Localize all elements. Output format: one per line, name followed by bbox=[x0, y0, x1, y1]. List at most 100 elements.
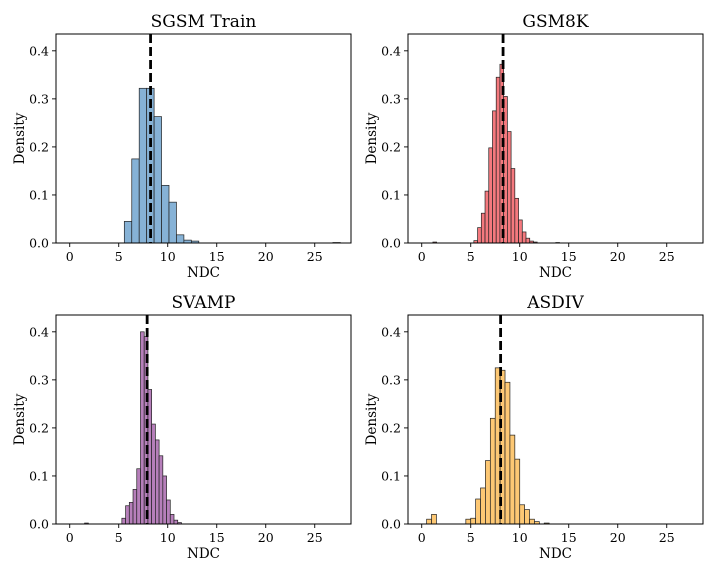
y-ticks: 0.0 0.1 0.2 0.3 0.4 bbox=[29, 324, 56, 532]
y-axis-label: Density bbox=[364, 112, 380, 164]
x-tick-label: 0 bbox=[418, 530, 426, 545]
y-tick-label: 0.2 bbox=[29, 420, 49, 435]
histogram-bar bbox=[465, 518, 472, 525]
histogram-bar bbox=[521, 231, 527, 244]
histogram-bars bbox=[432, 63, 560, 244]
x-tick-label: 0 bbox=[66, 249, 74, 264]
x-tick-label: 10 bbox=[160, 249, 176, 264]
histogram-bar bbox=[151, 423, 156, 525]
panel-gsm8k: 0.0 0.1 0.2 0.3 0.4 0 5 10 15 20 25 GSM8K NDC Den… bbox=[364, 12, 704, 281]
histogram-bar bbox=[125, 505, 130, 525]
y-ticks: 0.0 0.1 0.2 0.3 0.4 bbox=[381, 324, 408, 532]
x-ticks: 0 5 10 15 20 25 bbox=[66, 243, 323, 264]
y-axis-label: Density bbox=[12, 393, 28, 445]
y-tick-label: 0.2 bbox=[29, 139, 49, 154]
y-ticks: 0.0 0.1 0.2 0.3 0.4 bbox=[29, 43, 56, 251]
histogram-bar bbox=[489, 417, 496, 525]
histogram-bar bbox=[168, 201, 177, 244]
histogram-bar bbox=[162, 475, 167, 525]
x-axis-label: NDC bbox=[539, 265, 572, 281]
x-ticks: 0 5 10 15 20 25 bbox=[418, 243, 675, 264]
histogram-bar bbox=[140, 331, 145, 525]
histogram-bar bbox=[169, 514, 175, 525]
histogram-bar bbox=[495, 76, 501, 244]
histogram-bar bbox=[138, 87, 148, 244]
histogram-bar bbox=[477, 227, 482, 244]
histogram-bar bbox=[529, 518, 535, 525]
y-tick-label: 0.1 bbox=[29, 468, 49, 483]
histogram-bar bbox=[136, 468, 141, 525]
panel-asdiv: 0.0 0.1 0.2 0.3 0.4 0 5 10 15 20 25 ASDIV NDC Den… bbox=[364, 293, 704, 562]
histogram-bar bbox=[504, 381, 511, 525]
histogram-bar bbox=[426, 518, 432, 525]
histogram-bar bbox=[509, 434, 516, 525]
x-tick-label: 20 bbox=[258, 249, 274, 264]
panel-title: SVAMP bbox=[172, 293, 236, 313]
panel-title: SGSM Train bbox=[151, 12, 257, 32]
histogram-bars bbox=[123, 87, 341, 244]
y-ticks: 0.0 0.1 0.2 0.3 0.4 bbox=[381, 43, 408, 251]
axes-frame bbox=[55, 314, 352, 525]
x-axis-label: NDC bbox=[539, 546, 572, 562]
histogram-bar bbox=[128, 502, 134, 525]
axes-frame bbox=[407, 33, 704, 244]
x-tick-label: 25 bbox=[659, 249, 675, 264]
x-tick-label: 25 bbox=[307, 530, 323, 545]
histogram-bar bbox=[176, 234, 185, 244]
histogram-bar bbox=[525, 237, 531, 244]
y-tick-label: 0.3 bbox=[381, 91, 401, 106]
histogram-bar bbox=[484, 190, 490, 244]
histogram-bar bbox=[153, 116, 162, 244]
histogram-bar bbox=[514, 197, 519, 244]
histogram-bar bbox=[514, 458, 521, 525]
histogram-bar bbox=[524, 509, 530, 525]
y-tick-label: 0.1 bbox=[381, 187, 401, 202]
x-tick-label: 0 bbox=[418, 249, 426, 264]
y-tick-label: 0.4 bbox=[381, 324, 401, 339]
x-tick-label: 20 bbox=[258, 530, 274, 545]
histogram-bar bbox=[485, 460, 491, 525]
x-tick-label: 20 bbox=[610, 530, 626, 545]
panel-svamp: 0.0 0.1 0.2 0.3 0.4 0 5 10 15 20 25 SVAMP NDC Den… bbox=[12, 293, 352, 562]
y-tick-label: 0.3 bbox=[29, 91, 49, 106]
y-tick-label: 0.4 bbox=[381, 43, 401, 58]
x-axis-label: NDC bbox=[187, 546, 220, 562]
histogram-bar bbox=[480, 487, 486, 525]
y-axis-label: Density bbox=[364, 393, 380, 445]
y-tick-label: 0.2 bbox=[381, 420, 401, 435]
y-tick-label: 0.0 bbox=[381, 236, 401, 251]
x-tick-label: 15 bbox=[209, 530, 225, 545]
y-tick-label: 0.1 bbox=[29, 187, 49, 202]
y-tick-label: 0.3 bbox=[29, 372, 49, 387]
histogram-bar bbox=[166, 499, 171, 525]
histogram-bar bbox=[519, 504, 525, 525]
y-tick-label: 0.2 bbox=[381, 139, 401, 154]
x-ticks: 0 5 10 15 20 25 bbox=[66, 524, 323, 545]
histogram-bar bbox=[480, 212, 486, 244]
histogram-bars bbox=[426, 367, 550, 525]
panel-sgsm-train: 0.0 0.1 0.2 0.3 0.4 0 5 10 15 20 25 SGSM Train ND… bbox=[12, 12, 352, 281]
y-tick-label: 0.1 bbox=[381, 468, 401, 483]
x-tick-label: 15 bbox=[561, 530, 577, 545]
axes-frame bbox=[407, 314, 704, 525]
y-tick-label: 0.4 bbox=[29, 324, 49, 339]
histogram-bar bbox=[492, 110, 497, 244]
x-tick-label: 10 bbox=[512, 530, 528, 545]
histogram-bar bbox=[132, 489, 138, 525]
x-axis-label: NDC bbox=[187, 265, 220, 281]
y-tick-label: 0.4 bbox=[29, 43, 49, 58]
histogram-bar bbox=[507, 131, 512, 244]
x-tick-label: 25 bbox=[659, 530, 675, 545]
x-tick-label: 0 bbox=[66, 530, 74, 545]
histogram-bar bbox=[470, 517, 476, 525]
x-tick-label: 10 bbox=[160, 530, 176, 545]
panel-title: ASDIV bbox=[526, 293, 584, 313]
x-tick-label: 5 bbox=[115, 530, 123, 545]
histogram-bars bbox=[84, 331, 182, 525]
x-tick-label: 5 bbox=[467, 249, 475, 264]
histogram-bar bbox=[123, 221, 133, 244]
histogram-bar bbox=[475, 498, 481, 525]
x-tick-label: 15 bbox=[209, 249, 225, 264]
histogram-bar bbox=[173, 519, 179, 525]
